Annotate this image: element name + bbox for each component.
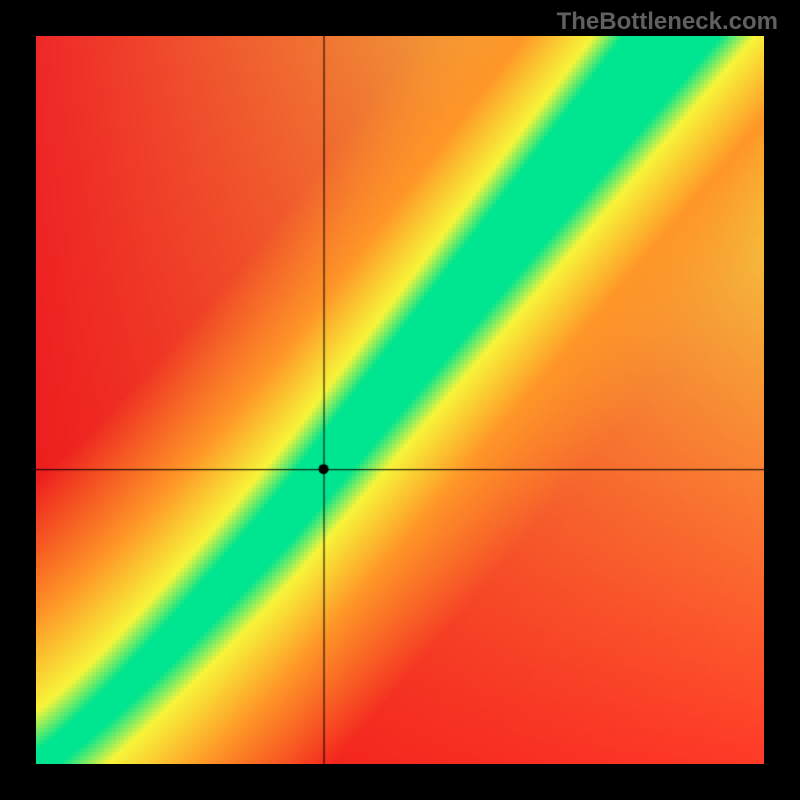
watermark-text: TheBottleneck.com: [557, 8, 778, 36]
bottleneck-heatmap: [36, 36, 764, 764]
